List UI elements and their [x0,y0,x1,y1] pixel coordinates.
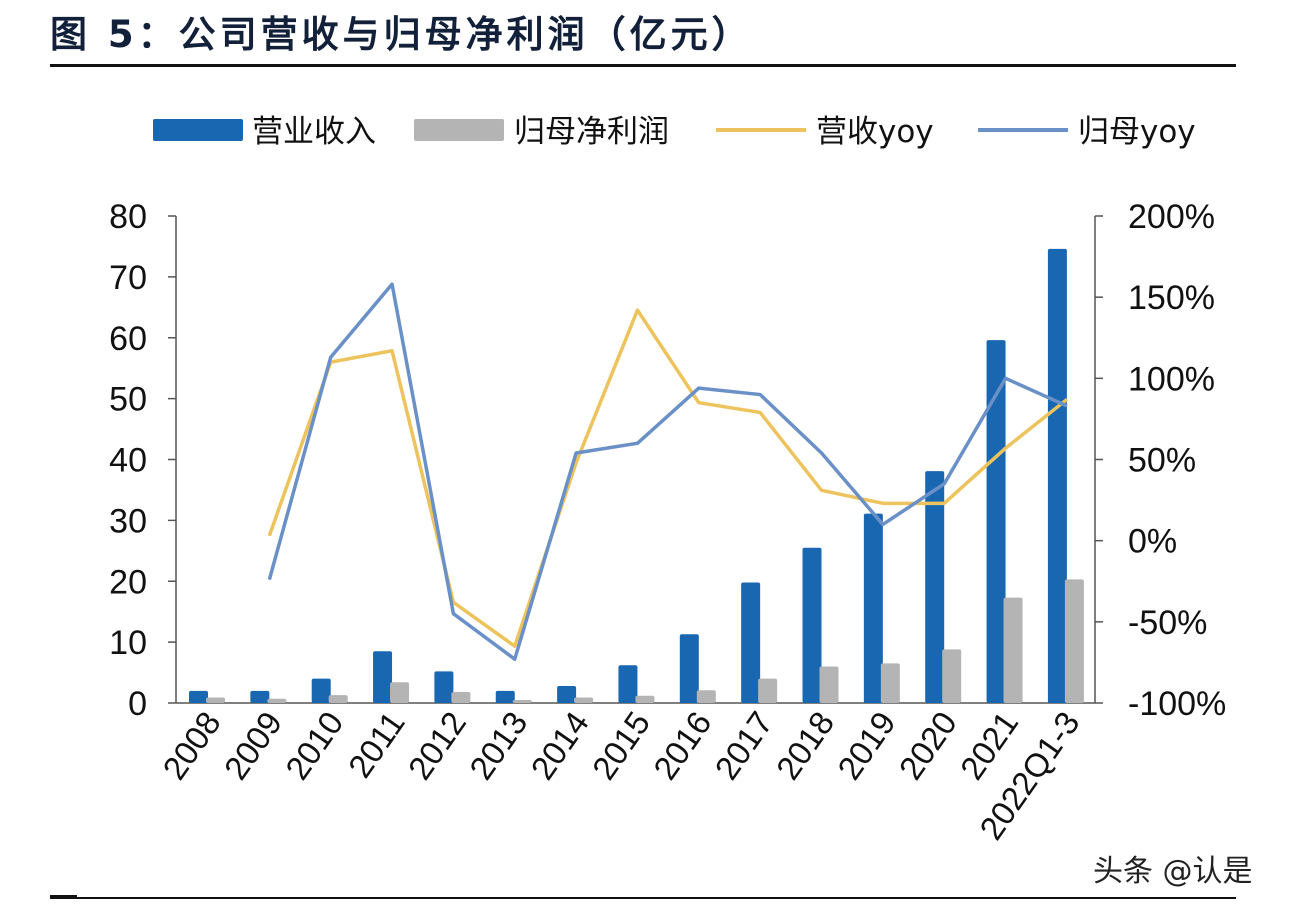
revenue-bar [618,665,638,703]
profit-bar [635,695,655,703]
legend-label-revenue: 营业收入 [252,114,376,150]
revenue-bar [189,690,208,703]
right-axis-tick-label: 0% [1128,523,1177,561]
x-axis-label: 2008 [155,705,227,786]
legend-label-profit-yoy: 归母yoy [1078,114,1196,150]
legend-swatch-profit [414,119,504,141]
right-axis-tick-label: 50% [1128,442,1196,480]
x-axis-label: 2012 [401,705,473,786]
revenue-bar [679,634,699,703]
right-axis-tick-label: -50% [1128,604,1207,642]
title-divider [50,64,1236,67]
revenue-bar [925,471,945,703]
x-axis-label: 2013 [462,705,534,786]
revenue-bar [1047,248,1067,703]
right-axis-tick-label: -100% [1128,685,1226,723]
lines [267,282,1068,661]
x-axis-label: 2010 [278,705,350,786]
revenue-bar [802,547,822,703]
revenue-bar [741,582,761,703]
x-axis-label: 2015 [585,705,657,786]
revenue-bar [434,671,454,703]
watermark: 头条 @认是 [1093,854,1253,889]
revenue-bar [250,690,270,703]
revenue-bar [495,690,515,703]
profit-bar [512,699,532,703]
profit-yoy-line [267,282,1068,661]
profit-bar [819,666,839,703]
legend: 营业收入 归母净利润 营收yoy 归母yoy [153,114,1196,150]
x-axis-label: 2018 [769,705,841,786]
chart-title: 图 5：公司营收与归母净利润（亿元） [50,13,753,56]
x-axis-labels: 2008200920102011201220132014201520162017… [155,705,1086,846]
x-axis-label: 2016 [646,705,718,786]
left-axis-tick-label: 30 [109,502,147,540]
revenue-yoy-line [267,308,1068,648]
x-axis-label: 2014 [523,705,595,786]
revenue-bar [986,340,1006,703]
profit-bar [267,698,287,703]
revenue-bar [311,678,331,703]
left-axis-tick-label: 10 [109,624,147,662]
x-axis-label: 2017 [707,705,779,786]
left-axis-tick-label: 20 [109,563,147,601]
x-axis-label: 2009 [217,705,289,786]
left-axis-tick-label: 0 [128,685,147,723]
right-axis-tick-label: 150% [1128,279,1215,317]
revenue-bar [373,651,393,703]
profit-bar [206,697,225,703]
profit-bar [328,695,348,703]
bottom-divider [50,897,1236,899]
profit-bar [1003,597,1023,703]
left-axis-tick-label: 50 [109,381,147,419]
right-axis-tick-label: 200% [1128,198,1215,236]
profit-bar [880,663,900,703]
profit-bar [758,678,778,703]
left-axis-tick-label: 70 [109,259,147,297]
axes: 0 10 20 30 40 50 60 70 80 -100% -50% 0% 50% 100% 150% 2… [109,198,1226,723]
profit-bar [696,690,716,703]
legend-label-profit: 归母净利润 [514,114,669,150]
legend-label-revenue-yoy: 营收yoy [816,114,934,150]
revenue-bar [557,685,577,703]
profit-bar [574,697,594,703]
left-axis-tick-label: 80 [109,198,147,236]
left-axis-tick-label: 40 [109,442,147,480]
revenue-bar [863,513,883,703]
profit-bar [942,649,962,703]
x-axis-label: 2019 [830,705,902,786]
profit-bar [451,692,471,703]
legend-swatch-revenue [153,119,243,141]
x-axis-label: 2020 [892,705,964,786]
bottom-divider-stub [50,895,77,899]
x-axis-label: 2011 [341,705,412,784]
profit-bar [1064,579,1084,703]
profit-bar [390,682,410,703]
right-axis-tick-label: 100% [1128,360,1215,398]
left-axis-tick-label: 60 [109,320,147,358]
bars [189,248,1084,703]
